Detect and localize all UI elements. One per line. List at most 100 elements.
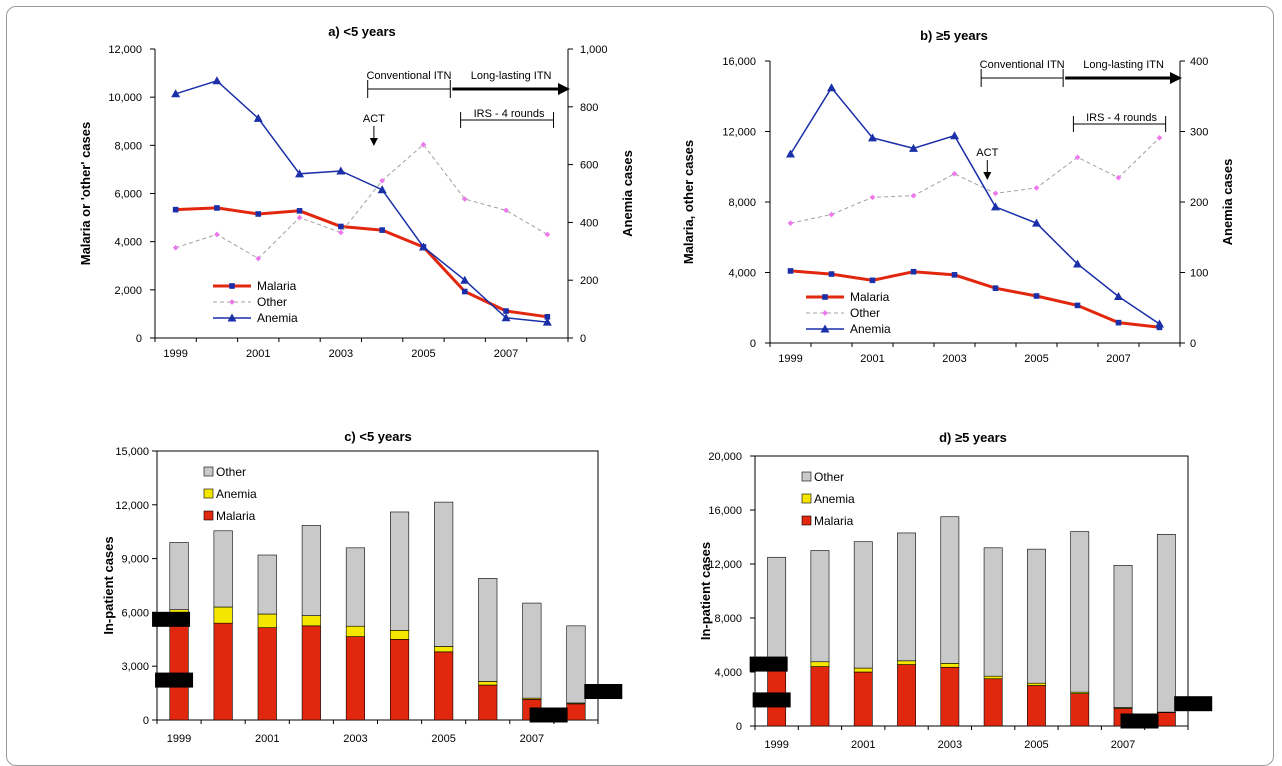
other-bar (768, 557, 786, 660)
other-bar (897, 533, 915, 661)
x-tick-label: 2003 (343, 733, 367, 745)
y-tick-label: 16,000 (708, 505, 742, 517)
malaria-bar (434, 652, 453, 720)
malaria-point (952, 272, 958, 278)
legend-label-anemia: Anemia (814, 492, 855, 506)
anemia-bar (258, 614, 277, 628)
other-bar (1114, 565, 1132, 707)
y2-axis-label: Anemia cases (620, 150, 635, 237)
irs-label: IRS - 4 rounds (1086, 112, 1157, 124)
other-bar (984, 548, 1002, 676)
y2-axis-label: Anemia cases (1220, 159, 1235, 246)
legend-marker-malaria (822, 294, 828, 300)
legend-marker-malaria (229, 283, 235, 289)
y-axis-label: In-patient cases (101, 536, 116, 634)
y-tick-label: 0 (136, 333, 142, 345)
y-tick-label: 4,000 (114, 237, 142, 249)
x-tick-label: 2003 (938, 739, 962, 751)
legend-label-other: Other (257, 295, 287, 309)
x-tick-label: 2001 (851, 739, 875, 751)
other-series-line (176, 145, 548, 259)
other-bar (390, 512, 409, 630)
y-tick-label: 8,000 (714, 613, 742, 625)
y-tick-label: 4,000 (714, 667, 742, 679)
other-bar (1027, 549, 1045, 683)
malaria-bar (214, 623, 233, 720)
percent-label: 54% (165, 676, 183, 686)
malaria-point (1034, 293, 1040, 299)
x-tick-label: 2005 (431, 733, 455, 745)
llin-label: Long-lasting ITN (1083, 59, 1164, 71)
chart-title: b) ≥5 years (920, 28, 988, 43)
x-tick-label: 2005 (1024, 739, 1048, 751)
malaria-bar (854, 672, 872, 726)
bar-chart-d: d) ≥5 years04,0008,00012,00016,00020,000… (698, 430, 1212, 751)
malaria-point (462, 289, 468, 295)
malaria-point (829, 271, 835, 277)
y-tick-label: 4,000 (728, 268, 756, 280)
other-bar (434, 502, 453, 646)
y2-tick-label: 400 (580, 217, 598, 229)
y-tick-label: 8,000 (114, 140, 142, 152)
malaria-bar (170, 625, 189, 720)
chart-title: d) ≥5 years (939, 430, 1007, 445)
malaria-point (503, 308, 509, 314)
legend-marker-other (822, 310, 828, 316)
anemia-point (991, 202, 1000, 210)
act-label: ACT (363, 113, 385, 125)
malaria-bar (302, 626, 321, 720)
malaria-bar (346, 637, 365, 720)
malaria-point (379, 227, 385, 233)
anemia-bar (390, 630, 409, 639)
chart-title: a) <5 years (328, 24, 396, 39)
anemia-point (950, 131, 959, 139)
y-tick-label: 6,000 (121, 607, 149, 619)
y-tick-label: 12,000 (108, 44, 142, 56)
percent-label: 1.0% (593, 687, 614, 697)
anemia-point (786, 150, 795, 158)
other-point (788, 220, 794, 226)
y-tick-label: 0 (750, 338, 756, 350)
anemia-bar (214, 607, 233, 623)
y-tick-label: 8,000 (728, 197, 756, 209)
y2-tick-label: 0 (580, 333, 586, 345)
conventional-itn-label: Conventional ITN (980, 59, 1065, 71)
legend-swatch-anemia (802, 494, 811, 503)
x-tick-label: 2003 (942, 353, 966, 365)
act-label: ACT (976, 147, 998, 159)
y-axis-label: Malaria, other cases (681, 140, 696, 264)
other-bar (478, 578, 497, 681)
other-bar (214, 531, 233, 607)
other-point (503, 208, 509, 214)
act-arrow-head (983, 172, 991, 180)
y-tick-label: 9,000 (121, 554, 149, 566)
malaria-point (993, 285, 999, 291)
y-axis-label: In-patient cases (698, 542, 713, 640)
malaria-bar (984, 679, 1002, 726)
legend-label-malaria: Malaria (850, 290, 890, 304)
anemia-point (1155, 319, 1164, 327)
other-point (297, 215, 303, 221)
legend-label-other: Other (216, 465, 246, 479)
llin-label: Long-lasting ITN (471, 70, 552, 82)
x-tick-label: 2007 (494, 348, 518, 360)
malaria-point (911, 269, 917, 275)
other-point (829, 212, 835, 218)
other-point (993, 191, 999, 197)
y-tick-label: 15,000 (115, 446, 149, 458)
anemia-point (212, 76, 221, 84)
y-tick-label: 12,000 (708, 559, 742, 571)
legend-label-malaria: Malaria (814, 514, 854, 528)
y-tick-label: 6,000 (114, 189, 142, 201)
anemia-bar (1027, 683, 1045, 685)
other-bar (567, 626, 586, 703)
x-tick-label: 1999 (778, 353, 802, 365)
other-point (952, 171, 958, 177)
other-bar (258, 555, 277, 614)
y2-tick-label: 200 (1190, 197, 1208, 209)
legend-label-other: Other (850, 306, 880, 320)
legend-label-other: Other (814, 470, 844, 484)
y2-tick-label: 600 (580, 160, 598, 172)
x-tick-label: 1999 (163, 348, 187, 360)
legend-marker-other (229, 299, 235, 305)
